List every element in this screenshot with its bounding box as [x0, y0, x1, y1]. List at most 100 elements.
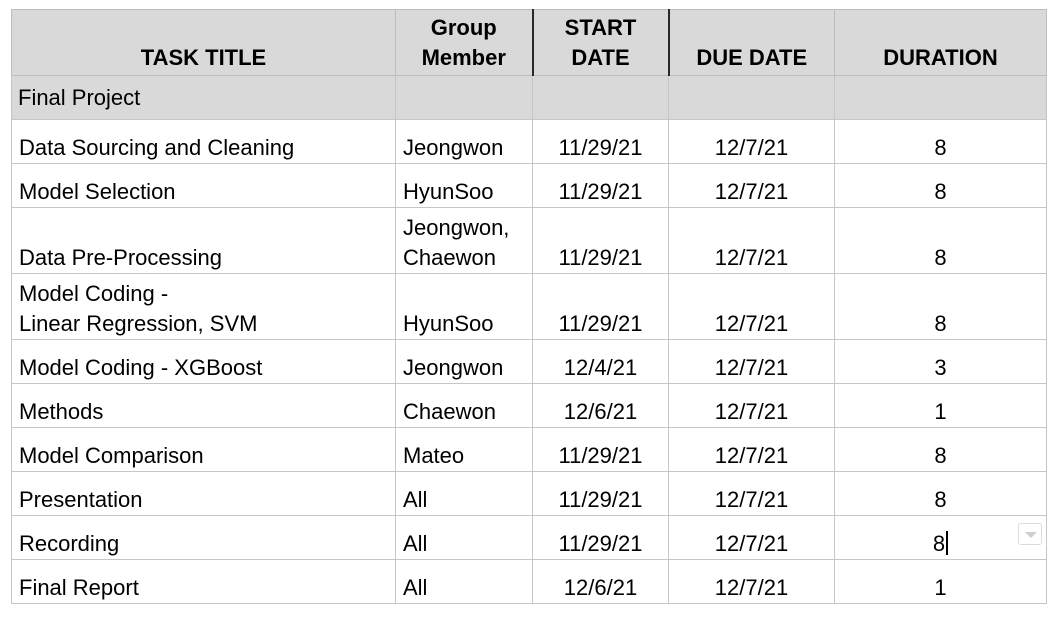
duration-cell[interactable]: 1: [834, 383, 1047, 428]
group-member-cell[interactable]: Mateo: [395, 427, 533, 472]
header-start-date[interactable]: START DATE: [532, 9, 670, 76]
task-title-cell[interactable]: Model Coding - XGBoost: [11, 339, 396, 384]
group-member-cell[interactable]: All: [395, 559, 533, 604]
duration-cell[interactable]: 3: [834, 339, 1047, 384]
start-date-cell-text: 11/29/21: [558, 179, 643, 204]
header-due-date[interactable]: DUE DATE: [668, 9, 835, 76]
start-date-cell[interactable]: 11/29/21: [532, 273, 669, 340]
group-member-cell[interactable]: All: [395, 471, 533, 516]
section-empty-cell[interactable]: [395, 75, 533, 120]
task-title-cell[interactable]: Model Selection: [11, 163, 396, 208]
table-row: Methods Chaewon 12/6/21 12/7/21 1: [11, 383, 1047, 428]
task-title-cell-text: Data Pre-Processing: [19, 245, 222, 270]
due-date-cell-text: 12/7/21: [714, 355, 789, 380]
due-date-cell[interactable]: 12/7/21: [668, 515, 835, 560]
group-member-cell-text: Chaewon: [403, 399, 496, 424]
group-member-cell[interactable]: HyunSoo: [395, 163, 533, 208]
group-member-cell[interactable]: Jeongwon: [395, 119, 533, 164]
task-title-cell[interactable]: Recording: [11, 515, 396, 560]
due-date-cell[interactable]: 12/7/21: [668, 471, 835, 516]
section-empty-cell[interactable]: [834, 75, 1047, 120]
task-title-cell[interactable]: Data Sourcing and Cleaning: [11, 119, 396, 164]
table-row: Final Report All 12/6/21 12/7/21 1: [11, 559, 1047, 604]
task-title-cell-text: Methods: [19, 399, 104, 424]
task-title-cell-text: Model Coding - XGBoost: [19, 355, 263, 380]
start-date-cell[interactable]: 12/4/21: [532, 339, 669, 384]
task-title-cell[interactable]: Data Pre-Processing: [11, 207, 396, 274]
section-row: Final Project: [11, 75, 1047, 120]
task-title-cell[interactable]: Methods: [11, 383, 396, 428]
table-row: Model Coding - XGBoost Jeongwon 12/4/21 12/…: [11, 339, 1047, 384]
start-date-cell-text: 11/29/21: [558, 531, 643, 556]
group-member-cell[interactable]: Jeongwon: [395, 339, 533, 384]
duration-cell-text: 8: [934, 311, 947, 336]
group-member-cell-text: All: [403, 531, 428, 556]
duration-cell-text: 8: [934, 443, 947, 468]
due-date-cell-text: 12/7/21: [714, 135, 789, 160]
chevron-down-icon[interactable]: [1018, 523, 1042, 545]
group-member-cell-text: Chaewon: [403, 245, 496, 270]
duration-cell[interactable]: 8: [834, 163, 1047, 208]
task-title-cell[interactable]: Model Comparison: [11, 427, 396, 472]
start-date-cell-text: 12/6/21: [563, 399, 638, 424]
section-empty-cell[interactable]: [532, 75, 669, 120]
header-group-member[interactable]: Group Member: [395, 9, 534, 76]
group-member-cell[interactable]: Chaewon: [395, 383, 533, 428]
start-date-cell-text: 11/29/21: [558, 443, 643, 468]
section-title[interactable]: Final Project: [11, 75, 396, 120]
header-row: TASK TITLE Group Member START DATE DUE DAT…: [11, 9, 1047, 76]
task-table: TASK TITLE Group Member START DATE DUE DAT…: [11, 9, 1047, 604]
start-date-cell-text: 11/29/21: [558, 135, 643, 160]
duration-cell[interactable]: 8: [834, 273, 1047, 340]
duration-cell-text: 3: [934, 355, 947, 380]
start-date-cell[interactable]: 11/29/21: [532, 207, 669, 274]
due-date-cell[interactable]: 12/7/21: [668, 339, 835, 384]
due-date-cell-text: 12/7/21: [714, 399, 789, 424]
start-date-cell-text: 12/4/21: [563, 355, 638, 380]
task-title-cell-text: Model Selection: [19, 179, 176, 204]
start-date-cell[interactable]: 12/6/21: [532, 559, 669, 604]
group-member-cell[interactable]: Jeongwon, Chaewon: [395, 207, 533, 274]
task-title-cell-text: Model Comparison: [19, 443, 204, 468]
due-date-cell-text: 12/7/21: [714, 487, 789, 512]
due-date-cell-text: 12/7/21: [714, 575, 789, 600]
due-date-cell[interactable]: 12/7/21: [668, 163, 835, 208]
task-title-cell[interactable]: Model Coding - Linear Regression, SVM: [11, 273, 396, 340]
task-title-cell-text: Linear Regression, SVM: [19, 311, 258, 336]
due-date-cell[interactable]: 12/7/21: [668, 119, 835, 164]
start-date-cell[interactable]: 11/29/21: [532, 119, 669, 164]
duration-cell[interactable]: 8: [834, 119, 1047, 164]
duration-cell-text: 8: [934, 487, 947, 512]
start-date-cell[interactable]: 11/29/21: [532, 471, 669, 516]
start-date-cell[interactable]: 11/29/21: [532, 427, 669, 472]
header-duration[interactable]: DURATION: [834, 9, 1047, 76]
task-title-cell[interactable]: Final Report: [11, 559, 396, 604]
duration-cell[interactable]: 8: [834, 471, 1047, 516]
duration-cell-text: 8: [934, 135, 947, 160]
group-member-cell-text: All: [403, 575, 428, 600]
group-member-cell[interactable]: All: [395, 515, 533, 560]
start-date-cell[interactable]: 12/6/21: [532, 383, 669, 428]
duration-cell-editing[interactable]: 8: [834, 515, 1047, 560]
duration-cell[interactable]: 8: [834, 207, 1047, 274]
duration-cell[interactable]: 8: [834, 427, 1047, 472]
duration-cell[interactable]: 1: [834, 559, 1047, 604]
due-date-cell[interactable]: 12/7/21: [668, 427, 835, 472]
table-row: Presentation All 11/29/21 12/7/21 8: [11, 471, 1047, 516]
start-date-cell-text: 12/6/21: [563, 575, 638, 600]
due-date-cell[interactable]: 12/7/21: [668, 207, 835, 274]
task-title-cell[interactable]: Presentation: [11, 471, 396, 516]
header-task-title[interactable]: TASK TITLE: [11, 9, 396, 76]
task-title-cell-text: Final Report: [19, 575, 139, 600]
text-cursor: [946, 531, 949, 555]
due-date-cell-text: 12/7/21: [714, 531, 789, 556]
due-date-cell[interactable]: 12/7/21: [668, 383, 835, 428]
group-member-cell[interactable]: HyunSoo: [395, 273, 533, 340]
due-date-cell[interactable]: 12/7/21: [668, 273, 835, 340]
section-empty-cell[interactable]: [668, 75, 835, 120]
group-member-cell-text: Jeongwon,: [403, 215, 510, 240]
duration-cell-text: 8: [934, 245, 947, 270]
start-date-cell[interactable]: 11/29/21: [532, 163, 669, 208]
due-date-cell[interactable]: 12/7/21: [668, 559, 835, 604]
start-date-cell[interactable]: 11/29/21: [532, 515, 669, 560]
